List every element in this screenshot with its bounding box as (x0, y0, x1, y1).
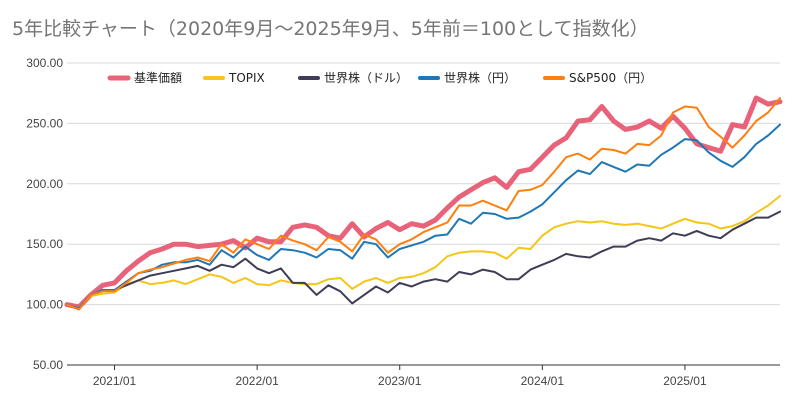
y-tick-label: 200.00 (26, 177, 63, 191)
x-tick-label: 2022/01 (235, 374, 279, 388)
x-tick-label: 2021/01 (93, 374, 137, 388)
legend-label: 世界株（ドル） (324, 70, 408, 85)
y-tick-label: 50.00 (33, 358, 63, 372)
series-line (66, 123, 781, 310)
series-line (64, 95, 783, 310)
x-tick-label: 2025/01 (663, 374, 707, 388)
y-tick-label: 100.00 (26, 298, 63, 312)
legend-label: 世界株（円） (444, 70, 516, 85)
legend-label: 基準価額 (134, 70, 182, 85)
x-tick-label: 2024/01 (521, 374, 565, 388)
x-tick-label: 2023/01 (378, 374, 422, 388)
legend-label: S&P500（円） (569, 71, 652, 85)
y-tick-label: 250.00 (26, 116, 63, 130)
legend-label: TOPIX (228, 71, 265, 85)
y-tick-label: 150.00 (26, 237, 63, 251)
series-line (66, 194, 781, 310)
series-line (66, 97, 781, 311)
chart-title: 5年比較チャート（2020年9月～2025年9月、5年前＝100として指数化） (12, 18, 649, 40)
series-line (66, 210, 781, 311)
y-tick-label: 300.00 (26, 56, 63, 70)
